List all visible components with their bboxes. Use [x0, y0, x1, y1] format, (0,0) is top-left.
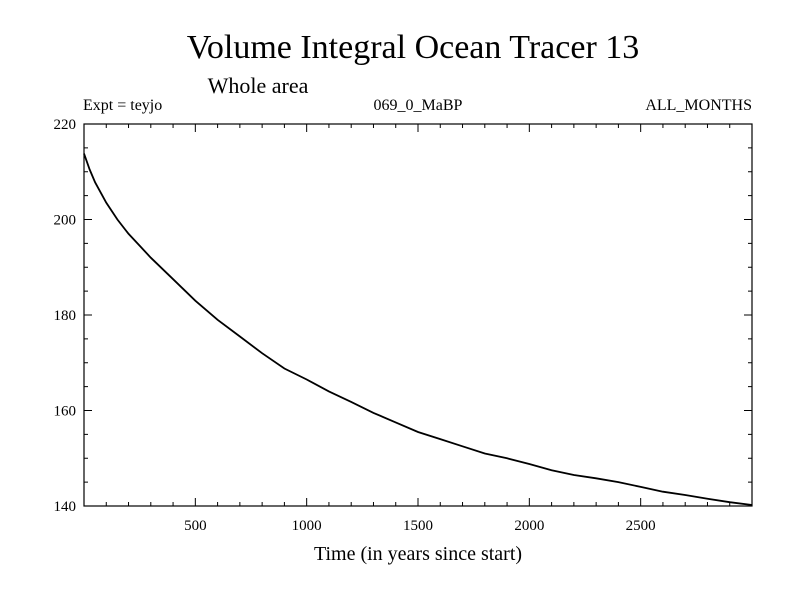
x-tick-label: 500	[184, 518, 207, 534]
y-tick-label: 160	[54, 404, 77, 420]
months-label: ALL_MONTHS	[645, 97, 752, 114]
plot-frame	[83, 123, 753, 507]
y-tick-label: 180	[54, 308, 77, 324]
y-tick-labels: 140 160 180 200 220	[54, 117, 77, 515]
experiment-label: Expt = teyjo	[83, 97, 162, 114]
x-tick-label: 1000	[292, 518, 322, 534]
x-tick-labels: 500 1000 1500 2000 2500	[184, 518, 656, 534]
x-tick-label: 2000	[514, 518, 544, 534]
period-label: 069_0_MaBP	[374, 97, 463, 114]
chart-title: Volume Integral Ocean Tracer 13	[187, 29, 640, 66]
series-line	[83, 153, 753, 506]
x-tick-label: 1500	[403, 518, 433, 534]
y-tick-label: 200	[54, 213, 77, 229]
chart-subtitle: Whole area	[208, 73, 309, 98]
y-tick-label: 220	[54, 117, 77, 133]
axis-ticks	[84, 124, 752, 506]
y-tick-label: 140	[54, 499, 77, 515]
x-tick-label: 2500	[626, 518, 656, 534]
x-axis-label: Time (in years since start)	[314, 543, 522, 565]
